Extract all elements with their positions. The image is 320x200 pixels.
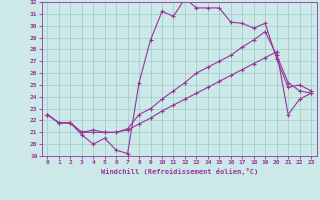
X-axis label: Windchill (Refroidissement éolien,°C): Windchill (Refroidissement éolien,°C): [100, 168, 258, 175]
